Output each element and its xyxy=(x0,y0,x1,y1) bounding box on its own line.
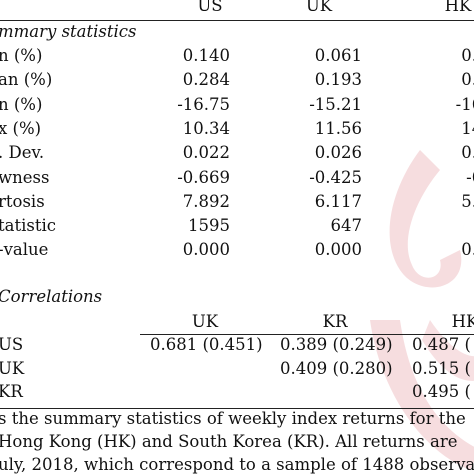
stat-uk: 0.000 xyxy=(314,240,362,260)
corr-header-uk: UK xyxy=(191,312,219,331)
bottom-rule xyxy=(0,408,474,409)
corr-c2: 0.389 (0.249) xyxy=(280,335,393,354)
stat-uk: 11.56 xyxy=(314,118,362,138)
stat-label: -value xyxy=(0,240,49,260)
stat-us: -0.669 xyxy=(177,167,230,187)
header-rule xyxy=(0,20,474,21)
stat-hk: 0.13 xyxy=(461,46,474,65)
corr-header-hk: HK xyxy=(451,312,474,331)
caption-line-3: uly, 2018, which correspond to a sample … xyxy=(0,455,474,474)
stat-hk: 54 xyxy=(418,216,474,236)
stat-hk: 0.27 xyxy=(461,70,474,90)
col-header-uk: UK xyxy=(305,0,333,15)
col-header-us: US xyxy=(197,0,223,15)
corr-label: KR xyxy=(0,382,23,401)
col-header-hk: HK xyxy=(444,0,472,15)
stat-uk: -15.21 xyxy=(309,94,362,114)
stat-hk: 0.00 xyxy=(461,240,474,260)
panel-b-title: Correlations xyxy=(0,287,103,306)
stat-label: rtosis xyxy=(0,191,45,211)
stat-uk: 0.026 xyxy=(314,143,362,163)
stat-uk: 6.117 xyxy=(314,191,362,211)
stat-label: . Dev. xyxy=(0,143,45,163)
stat-us: 0.284 xyxy=(182,70,230,90)
stat-hk: -0.4 xyxy=(466,167,474,187)
corr-c1: 0.681 (0.451) xyxy=(150,335,263,354)
stat-hk: -16.3 xyxy=(455,94,474,114)
stat-uk: 0.193 xyxy=(314,70,362,90)
caption-line-2: Hong Kong (HK) and South Korea (KR). All… xyxy=(0,432,458,451)
stat-hk: 5.87 xyxy=(461,191,474,211)
stat-us: 7.892 xyxy=(182,191,230,211)
corr-c3: 0.487 ( xyxy=(412,335,471,354)
stat-label: an (%) xyxy=(0,70,53,90)
corr-header-kr: KR xyxy=(322,312,348,331)
corr-c3: 0.515 ( xyxy=(412,358,471,378)
corr-c2: 0.409 (0.280) xyxy=(280,358,393,378)
corr-rule xyxy=(140,334,474,335)
stat-label: tatistic xyxy=(0,216,56,236)
caption-line-1: s the summary statistics of weekly index… xyxy=(0,409,466,428)
stat-hk: 0.03 xyxy=(461,143,474,163)
stat-us: 10.34 xyxy=(182,118,230,138)
stat-us: 1595 xyxy=(188,216,230,236)
stat-us: 0.022 xyxy=(182,143,230,163)
stat-label: n (%) xyxy=(0,46,43,65)
corr-label: UK xyxy=(0,358,25,378)
stat-hk: 14.0 xyxy=(461,118,474,138)
stat-us: -16.75 xyxy=(177,94,230,114)
panel-a-title: mmary statistics xyxy=(0,22,137,41)
stat-us: 0.140 xyxy=(182,46,230,65)
stat-label: x (%) xyxy=(0,118,42,138)
corr-c3: 0.495 ( xyxy=(412,382,471,401)
watermark-logo xyxy=(370,150,474,470)
stat-label: wness xyxy=(0,167,50,187)
stat-label: n (%) xyxy=(0,94,43,114)
stat-uk: 0.061 xyxy=(314,46,362,65)
stat-uk: 647 xyxy=(330,216,363,236)
stat-us: 0.000 xyxy=(182,240,230,260)
corr-label: US xyxy=(0,335,24,354)
stat-uk: -0.425 xyxy=(309,167,362,187)
